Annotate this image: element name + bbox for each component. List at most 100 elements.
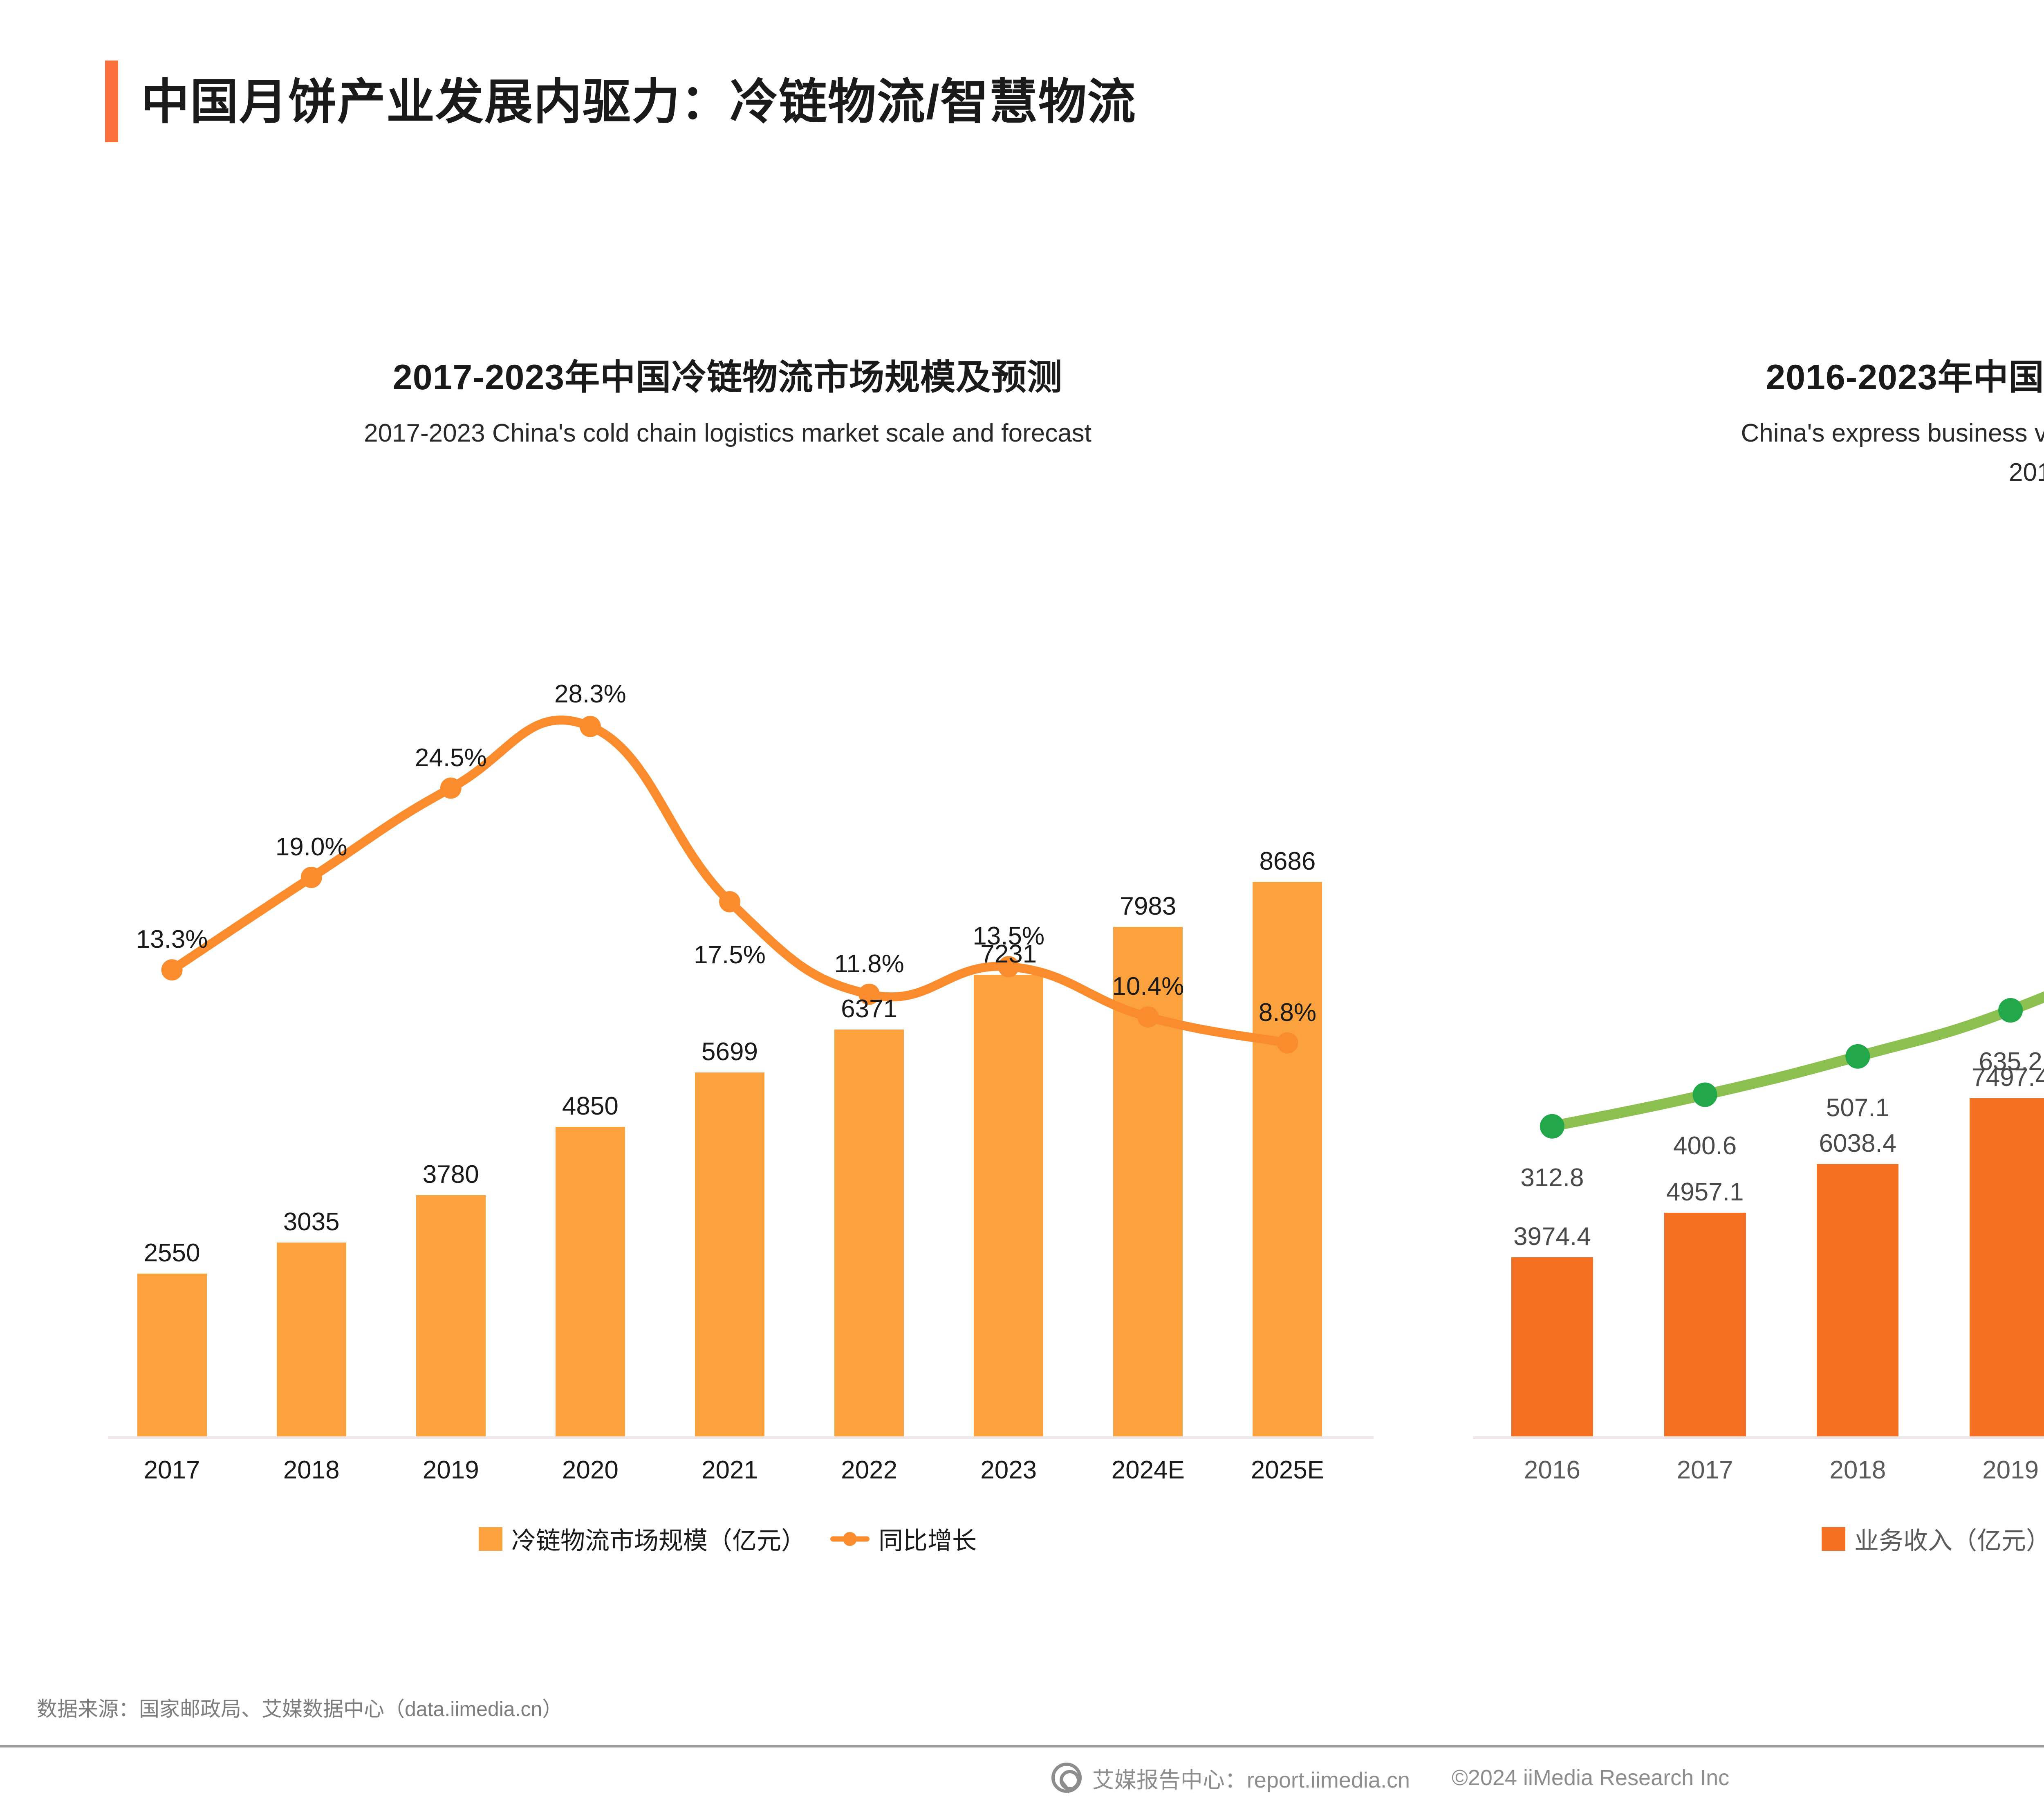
bar-2019 — [1970, 1098, 2044, 1436]
line-value-label-2019: 635.2 — [1979, 1048, 2042, 1076]
bar-2023 — [974, 975, 1044, 1436]
chart-title-right: 2016-2023年中国快递业务量及营业收入 — [1766, 358, 2044, 397]
chart-subtitle-right: China's express business volume and oper… — [1439, 414, 2044, 492]
line-value-label-2017: 13.3% — [136, 925, 208, 954]
x-axis-labels-left: 2017 2018 2019 2020 2021 2022 2023 2024E 2025E — [74, 1456, 1382, 1485]
x-tick-2023: 2023 — [980, 1456, 1037, 1484]
page-header: 中国月饼产业发展内驱力：冷链物流/智慧物流 艾 艾媒咨询 iiMedia Res… — [0, 0, 2044, 229]
line-value-label-2018: 507.1 — [1826, 1093, 1889, 1122]
line-point-2025E — [1277, 1032, 1298, 1054]
line-point-2017 — [161, 959, 183, 981]
page-footer: 艾媒报告中心：report.iimedia.cn ©2024 iiMedia R… — [0, 1747, 2044, 1808]
line-value-label-2020: 28.3% — [554, 680, 626, 708]
line-point-2022 — [858, 983, 880, 1005]
line-point-2016 — [1540, 1114, 1564, 1139]
chart-subtitle-right-line1: China's express business volume and oper… — [1741, 419, 2044, 447]
chart-subtitle-left: 2017-2023 China's cold chain logistics m… — [364, 419, 1091, 447]
line-value-label-2025E: 8.8% — [1258, 998, 1317, 1027]
legend-item-bar-right[interactable]: 业务收入（亿元） — [1822, 1521, 2044, 1557]
x-axis-line-left — [108, 1436, 1374, 1439]
magnifier-icon — [1051, 1763, 1082, 1793]
line-point-2018 — [1845, 1044, 1870, 1069]
line-point-2017 — [1692, 1082, 1717, 1107]
line-point-2019 — [440, 777, 462, 799]
bar-2022 — [834, 1030, 904, 1436]
bar-2019 — [416, 1195, 486, 1436]
bar-value-label-2018: 6038.4 — [1819, 1129, 1897, 1157]
line-value-label-2017: 400.6 — [1673, 1132, 1737, 1160]
footer-divider — [0, 1745, 2044, 1747]
x-tick-2018: 2018 — [283, 1456, 340, 1484]
line-value-label-2023: 13.5% — [973, 922, 1045, 951]
line-point-2018 — [300, 866, 322, 888]
bar-2021 — [695, 1072, 764, 1436]
line-value-label-2016: 312.8 — [1520, 1163, 1584, 1192]
growth-line-left — [161, 716, 1298, 1054]
bar-value-label-2017: 4957.1 — [1666, 1178, 1744, 1207]
legend-label-bar-right: 业务收入（亿元） — [1854, 1527, 2044, 1555]
chart-legend-left: 冷链物流市场规模（亿元） 同比增长 — [74, 1521, 1382, 1557]
x-tick-2017: 2017 — [143, 1456, 200, 1484]
bar-value-label-2017: 2550 — [143, 1238, 200, 1267]
page-title: 中国月饼产业发展内驱力：冷链物流/智慧物流 — [141, 75, 1136, 129]
line-point-2019 — [1998, 998, 2023, 1023]
legend-label-line-left: 同比增长 — [879, 1527, 977, 1555]
bar-value-label-2025E: 8686 — [1259, 847, 1316, 875]
legend-swatch-bar-left — [479, 1527, 502, 1551]
bar-value-label-2021: 5699 — [702, 1038, 758, 1066]
x-tick-2025E: 2025E — [1251, 1456, 1325, 1484]
bar-2018 — [276, 1243, 346, 1436]
bar-2017 — [137, 1273, 207, 1436]
x-tick-2022: 2022 — [841, 1456, 898, 1484]
footer-report-center[interactable]: 艾媒报告中心：report.iimedia.cn — [1092, 1768, 1410, 1792]
bar-2020 — [555, 1126, 625, 1436]
legend-item-bar-left[interactable]: 冷链物流市场规模（亿元） — [479, 1521, 806, 1557]
bar-value-label-2024E: 7983 — [1120, 892, 1177, 920]
bar-value-label-2023: 7231 — [980, 940, 1037, 969]
plot-area-right: 3974.44957.16038.47497.48795.410332.3105… — [1439, 601, 2044, 1439]
bar-value-label-2019: 7497.4 — [1972, 1063, 2044, 1092]
x-tick-2020: 2020 — [562, 1456, 619, 1484]
chart-legend-right: 业务收入（亿元） 快递业务量（亿件） — [1439, 1521, 2044, 1557]
line-value-label-2019: 24.5% — [415, 743, 487, 772]
bar-value-label-2022: 6371 — [841, 995, 898, 1023]
x-tick-2019: 2019 — [422, 1456, 479, 1484]
bar-value-label-2020: 4850 — [562, 1092, 619, 1120]
x-tick-2018: 2018 — [1829, 1456, 1886, 1484]
x-tick-2021: 2021 — [702, 1456, 758, 1484]
plot-area-left: 2550 3035 3780 4850 5699 6371 7231 7983 8686 13.… — [74, 556, 1382, 1439]
x-tick-2016: 2016 — [1524, 1456, 1580, 1484]
bar-value-label-2018: 3035 — [283, 1208, 340, 1236]
chart-panel-express: 2016-2023年中国快递业务量及营业收入 China's express b… — [1439, 356, 2044, 1631]
bar-value-label-2016: 3974.4 — [1513, 1222, 1591, 1251]
legend-marker-line-left — [830, 1527, 870, 1551]
bar-2017 — [1664, 1213, 1746, 1436]
line-value-label-2021: 17.5% — [694, 941, 766, 969]
line-value-label-2018: 19.0% — [275, 832, 347, 861]
volume-line-right — [1540, 991, 2044, 1139]
x-axis-line-right — [1473, 1436, 2044, 1439]
chart-panel-cold-chain: 2017-2023年中国冷链物流市场规模及预测 2017-2023 China'… — [74, 356, 1382, 1631]
bar-2016 — [1511, 1257, 1593, 1436]
line-point-2021 — [719, 891, 740, 913]
chart-title-left: 2017-2023年中国冷链物流市场规模及预测 — [392, 358, 1063, 397]
footer-copyright: ©2024 iiMedia Research Inc — [1452, 1765, 1730, 1790]
x-tick-2019: 2019 — [1982, 1456, 2039, 1484]
legend-item-line-left[interactable]: 同比增长 — [830, 1521, 977, 1557]
line-point-2024E — [1137, 1006, 1159, 1028]
legend-swatch-bar-right — [1822, 1527, 1845, 1551]
bar-2018 — [1817, 1164, 1899, 1436]
line-value-label-2024E: 10.4% — [1112, 972, 1184, 1001]
x-tick-2017: 2017 — [1676, 1456, 1733, 1484]
line-point-2020 — [579, 716, 601, 737]
title-accent-bar — [105, 61, 118, 142]
legend-label-bar-left: 冷链物流市场规模（亿元） — [511, 1527, 806, 1555]
x-tick-2024E: 2024E — [1111, 1456, 1185, 1484]
bar-2025E — [1253, 882, 1322, 1436]
bar-value-label-2019: 3780 — [422, 1160, 479, 1189]
line-point-2023 — [998, 956, 1020, 978]
chart-subtitle-right-line2: 2016 to 2023 — [2008, 458, 2044, 487]
x-axis-labels-right: 20162017201820192020202120222023 — [1439, 1456, 2044, 1485]
source-note: 数据来源：国家邮政局、艾媒数据中心（data.iimedia.cn） — [37, 1698, 563, 1721]
line-value-label-2022: 11.8% — [834, 949, 904, 978]
